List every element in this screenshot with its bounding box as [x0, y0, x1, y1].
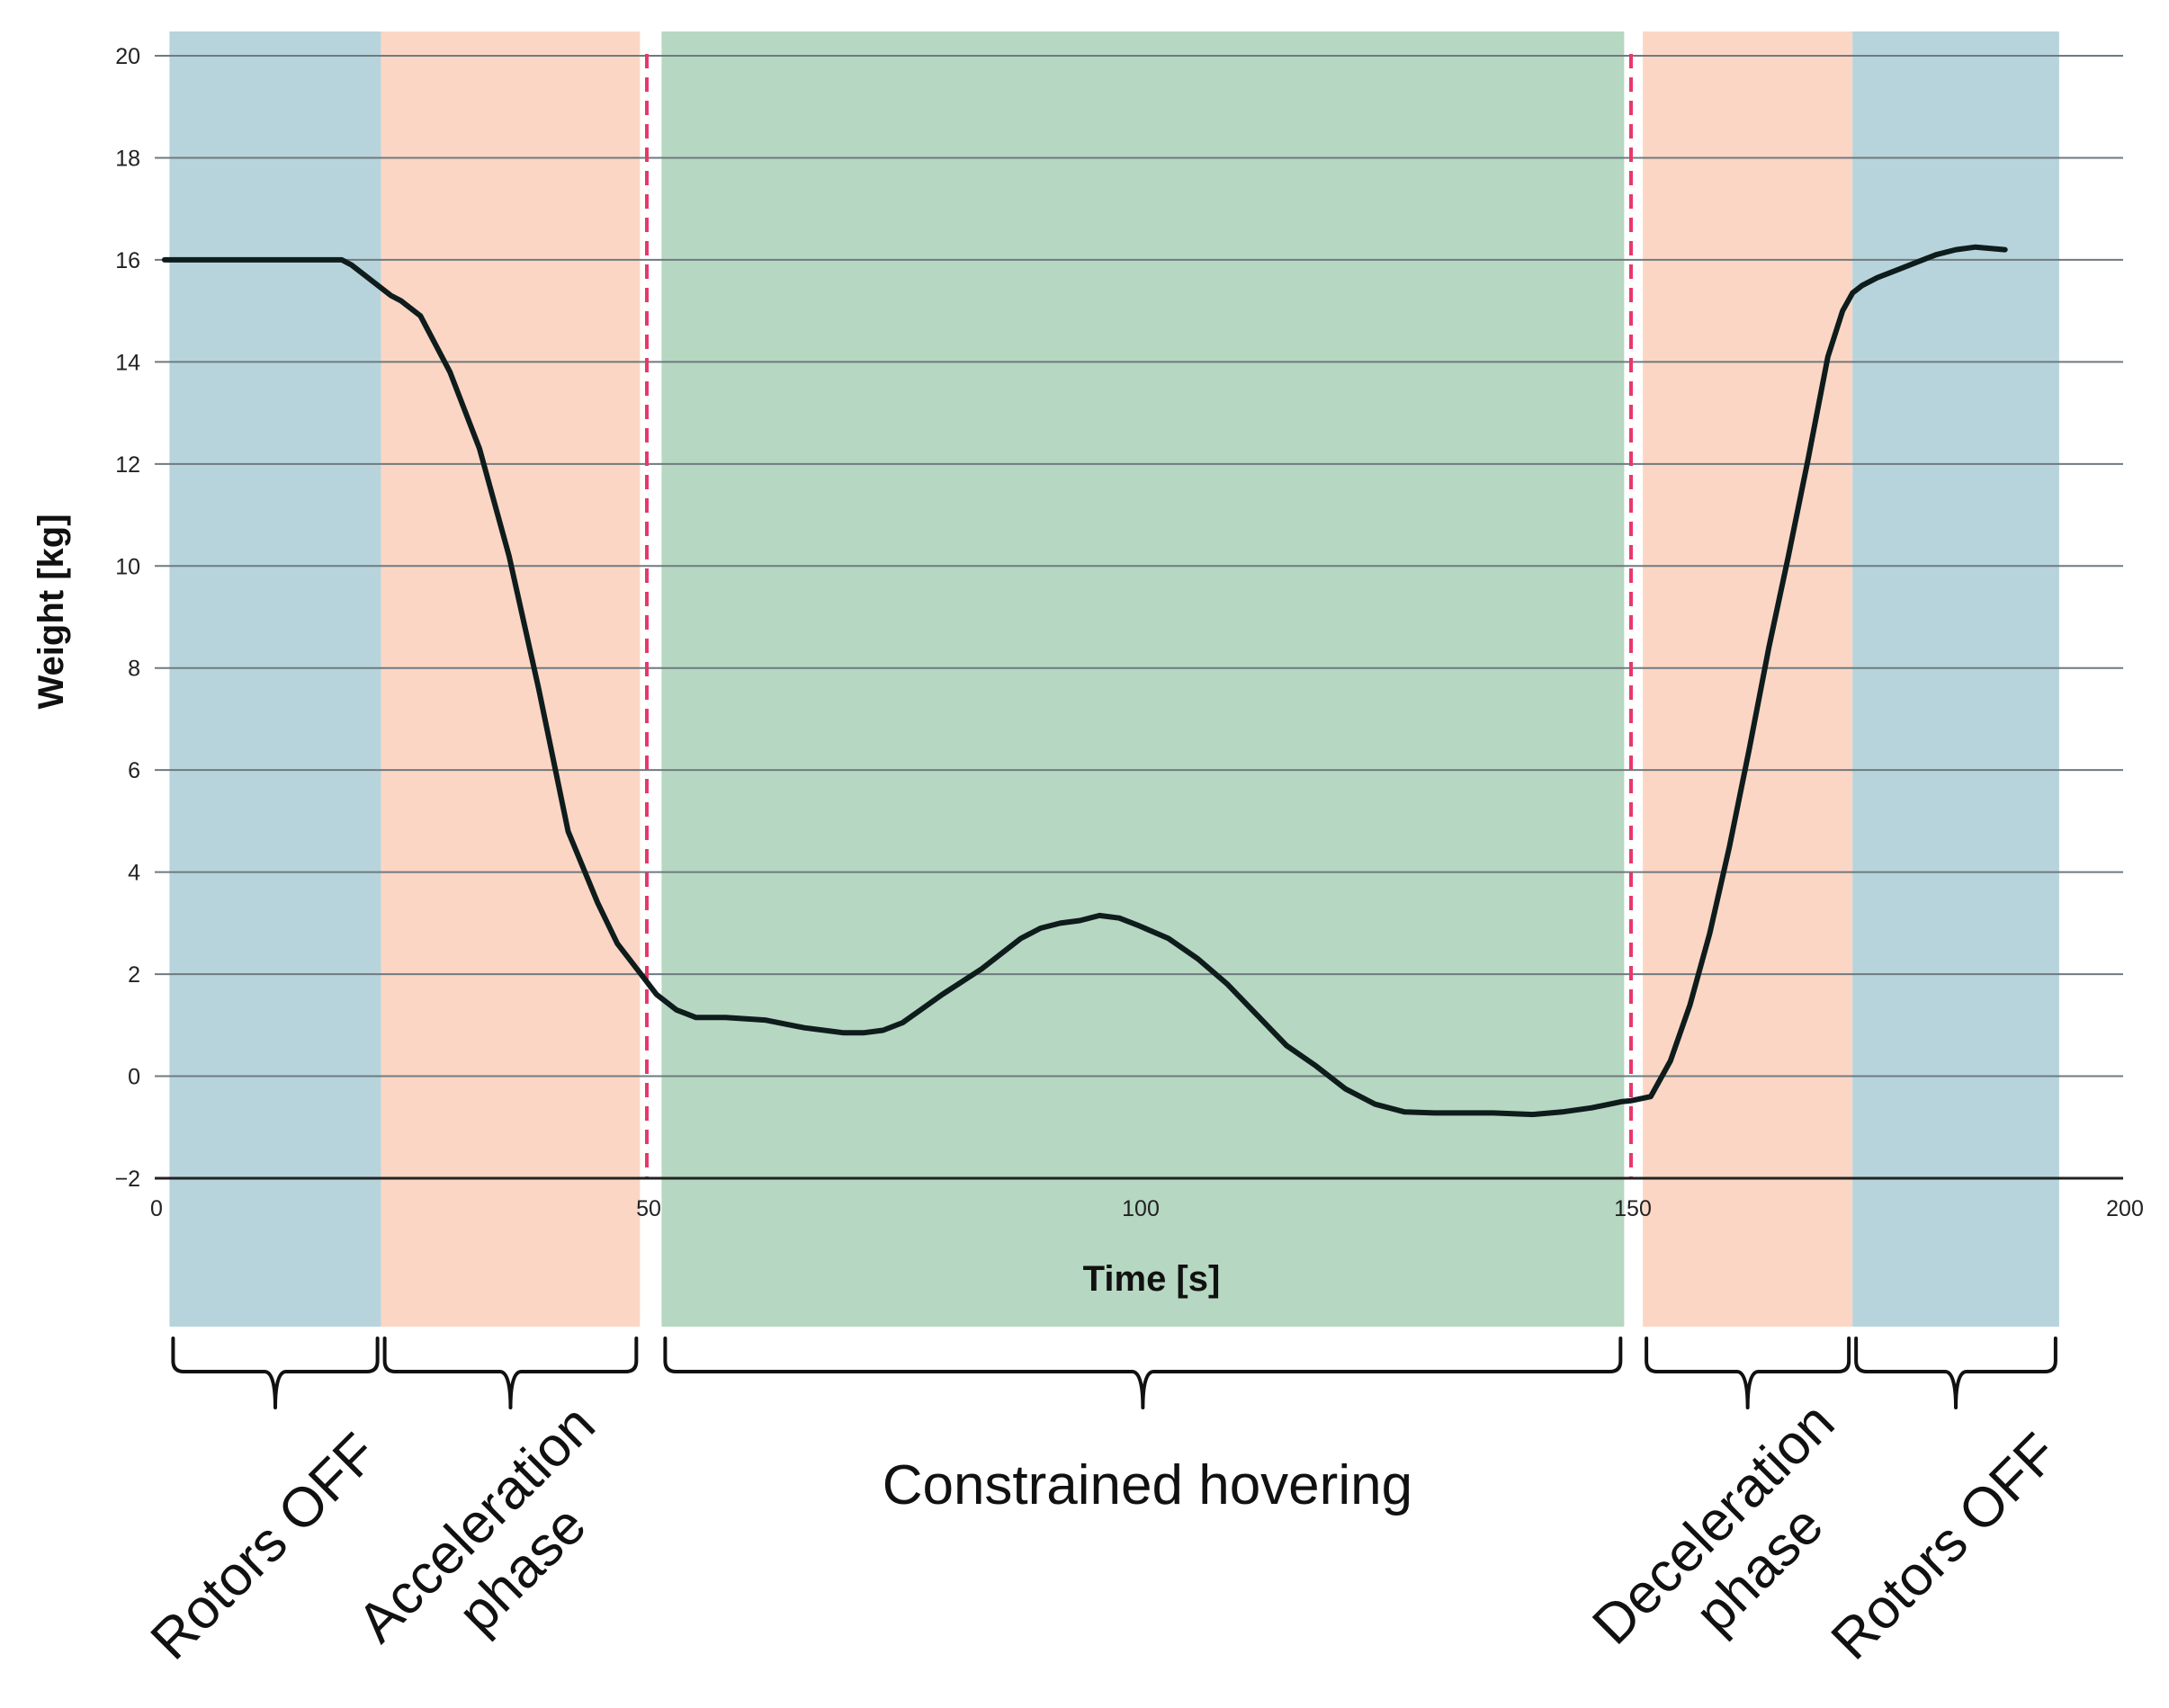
phase-band-2: [381, 31, 641, 1327]
phase-band-3: [661, 31, 1625, 1327]
phase-label-1: Rotors OFF: [139, 1422, 390, 1672]
y-tick-label: −2: [114, 1167, 140, 1192]
y-tick-label: 4: [128, 861, 140, 886]
phase-braces: [171, 1337, 2057, 1409]
phase-label-4: Decelerationphase: [1581, 1391, 1892, 1703]
y-tick-labels: −2 0 2 4 6 8 10 12 14 16 18 20: [114, 44, 140, 1192]
phase-band-4: [1643, 31, 1853, 1327]
y-tick-label: 20: [115, 44, 140, 69]
y-axis-title: Weight [kg]: [31, 514, 71, 709]
y-tick-label: 12: [115, 452, 140, 478]
phase-brace-1: [171, 1337, 380, 1409]
phase-brace-4: [1645, 1337, 1851, 1409]
phase-dividers: [645, 54, 1633, 1178]
y-tick-label: 2: [128, 962, 140, 988]
phase-brace-2: [382, 1337, 639, 1409]
y-tick-label: 16: [115, 248, 140, 273]
y-tick-label: 14: [115, 350, 140, 375]
phase-bands: [169, 31, 2059, 1327]
x-axis-title: Time [s]: [1083, 1259, 1221, 1299]
y-tick-label: 0: [128, 1065, 140, 1090]
phase-brace-3: [663, 1337, 1623, 1409]
x-tick-label: 200: [2106, 1196, 2144, 1221]
y-tick-label: 18: [115, 146, 140, 171]
y-tick-label: 6: [128, 758, 140, 783]
phase-band-5: [1852, 31, 2059, 1327]
x-tick-label: 0: [150, 1196, 163, 1221]
phase-brace-5: [1854, 1337, 2057, 1409]
phase-band-1: [169, 31, 381, 1327]
x-tick-label: 50: [636, 1196, 661, 1221]
x-tick-label: 100: [1122, 1196, 1160, 1221]
y-tick-label: 8: [128, 657, 140, 682]
phase-label-constrained-hovering: Constrained hovering: [883, 1454, 1412, 1516]
x-tick-label: 150: [1614, 1196, 1652, 1221]
phase-label-5: Rotors OFF: [1820, 1422, 2070, 1672]
x-tick-labels: 0 50 100 150 200: [150, 1196, 2144, 1221]
phase-label-2: Accelerationphase: [346, 1393, 653, 1700]
y-tick-label: 10: [115, 554, 140, 579]
weight-series-line: [161, 244, 2008, 1118]
